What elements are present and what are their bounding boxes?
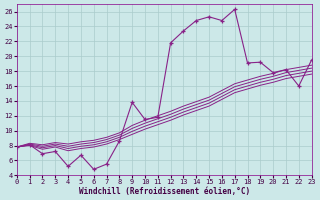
X-axis label: Windchill (Refroidissement éolien,°C): Windchill (Refroidissement éolien,°C) — [79, 187, 250, 196]
